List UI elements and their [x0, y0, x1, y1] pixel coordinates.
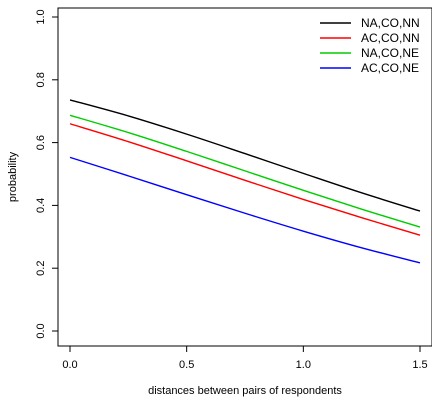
series-line — [69, 123, 421, 236]
legend-label: AC,CO,NE — [361, 61, 419, 75]
y-tick-label: 1.0 — [35, 9, 47, 24]
legend-label: AC,CO,NN — [361, 31, 420, 45]
x-tick-label: 0.5 — [179, 359, 194, 371]
y-tick-label: 0.8 — [35, 72, 47, 87]
y-tick-label: 0.4 — [35, 198, 47, 213]
x-axis-label: distances between pairs of respondents — [148, 385, 342, 397]
y-axis-label: probability — [7, 151, 19, 202]
y-tick-label: 0.0 — [35, 323, 47, 338]
x-tick-label: 1.0 — [296, 359, 311, 371]
legend-label: NA,CO,NE — [361, 46, 419, 60]
legend-label: NA,CO,NN — [361, 16, 420, 30]
x-tick-label: 0.0 — [62, 359, 77, 371]
series-lines — [69, 99, 421, 264]
x-tick-label: 1.5 — [412, 359, 427, 371]
y-tick-label: 0.6 — [35, 135, 47, 150]
series-line — [69, 114, 421, 228]
y-axis: 0.0 0.2 0.4 0.6 0.8 1.0 — [35, 9, 59, 339]
x-axis: 0.0 0.5 1.0 1.5 — [62, 345, 428, 371]
series-line — [69, 156, 421, 264]
series-line — [69, 99, 421, 212]
y-tick-label: 0.2 — [35, 261, 47, 276]
